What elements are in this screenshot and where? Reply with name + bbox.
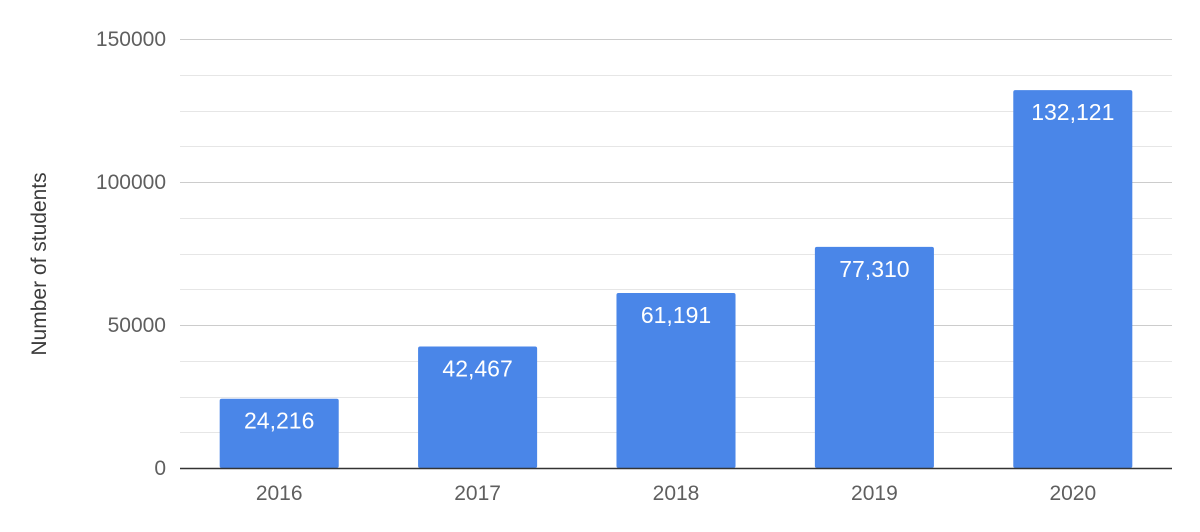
x-tick-label: 2018 [653,482,700,505]
bar-2019 [814,246,934,468]
bar-2020 [1013,90,1133,468]
x-tick-label: 2017 [454,482,501,505]
x-axis-ticks: 2016 2017 2018 2019 2020 [256,482,1096,505]
bars: 24,216 42,467 61,191 77,310 132,121 [180,90,1172,470]
data-label-2018: 61,191 [641,302,711,328]
x-tick-label: 2020 [1049,482,1096,505]
bar-2017 [418,346,538,468]
y-tick-label: 0 [154,457,166,480]
y-axis-ticks: 0 50000 100000 150000 [96,28,166,480]
y-tick-label: 50000 [108,314,166,337]
y-tick-label: 150000 [96,28,166,51]
x-tick-label: 2016 [256,482,303,505]
y-axis-title: Number of students [28,172,51,355]
data-label-2019: 77,310 [839,256,909,282]
x-tick-label: 2019 [851,482,898,505]
y-tick-label: 100000 [96,171,166,194]
data-label-2016: 24,216 [244,408,314,434]
bar-2018 [616,292,736,468]
data-label-2020: 132,121 [1031,99,1114,125]
data-label-2017: 42,467 [442,356,512,382]
gridlines [180,39,1172,433]
bar-2016 [219,398,339,468]
